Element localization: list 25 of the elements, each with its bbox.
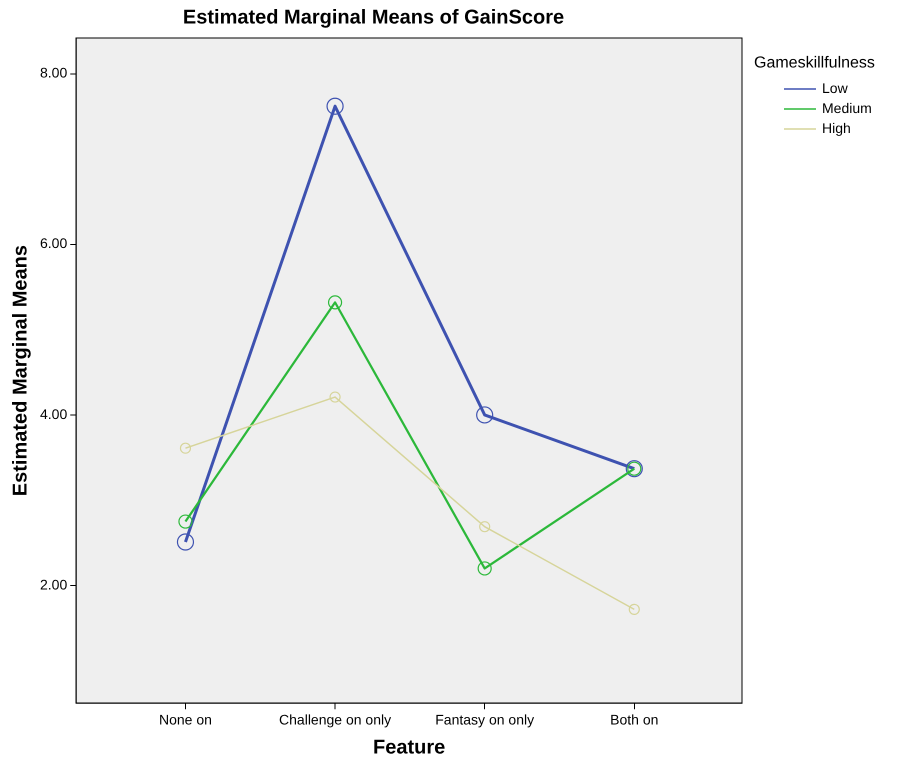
x-tick-label: Both on <box>610 711 658 728</box>
point <box>329 391 341 403</box>
point <box>476 406 494 424</box>
chart-title: Estimated Marginal Means of GainScore <box>182 6 564 29</box>
y-tick-label: 6.00 <box>40 235 68 252</box>
point <box>180 442 192 454</box>
x-tick-label: Fantasy on only <box>435 711 534 728</box>
y-tick-label: 2.00 <box>40 576 68 592</box>
point <box>326 98 344 115</box>
point <box>478 561 492 576</box>
x-tick-label: Challenge on only <box>279 711 392 728</box>
y-tick-label: 8.00 <box>40 64 68 81</box>
y-tick-label: 4.00 <box>40 406 68 422</box>
x-axis-title: Feature <box>373 736 446 759</box>
y-axis-title: Estimated Marginal Means <box>10 245 32 496</box>
x-tick-label: None on <box>158 711 212 728</box>
point <box>328 295 342 310</box>
point <box>628 604 640 615</box>
legend-label: Medium <box>822 100 872 116</box>
legend-title: Gameskillfulness <box>754 54 875 72</box>
legend-label: High <box>822 120 851 136</box>
point <box>178 514 193 529</box>
point <box>176 533 194 551</box>
legend-label: Low <box>822 80 849 96</box>
point <box>479 521 490 532</box>
